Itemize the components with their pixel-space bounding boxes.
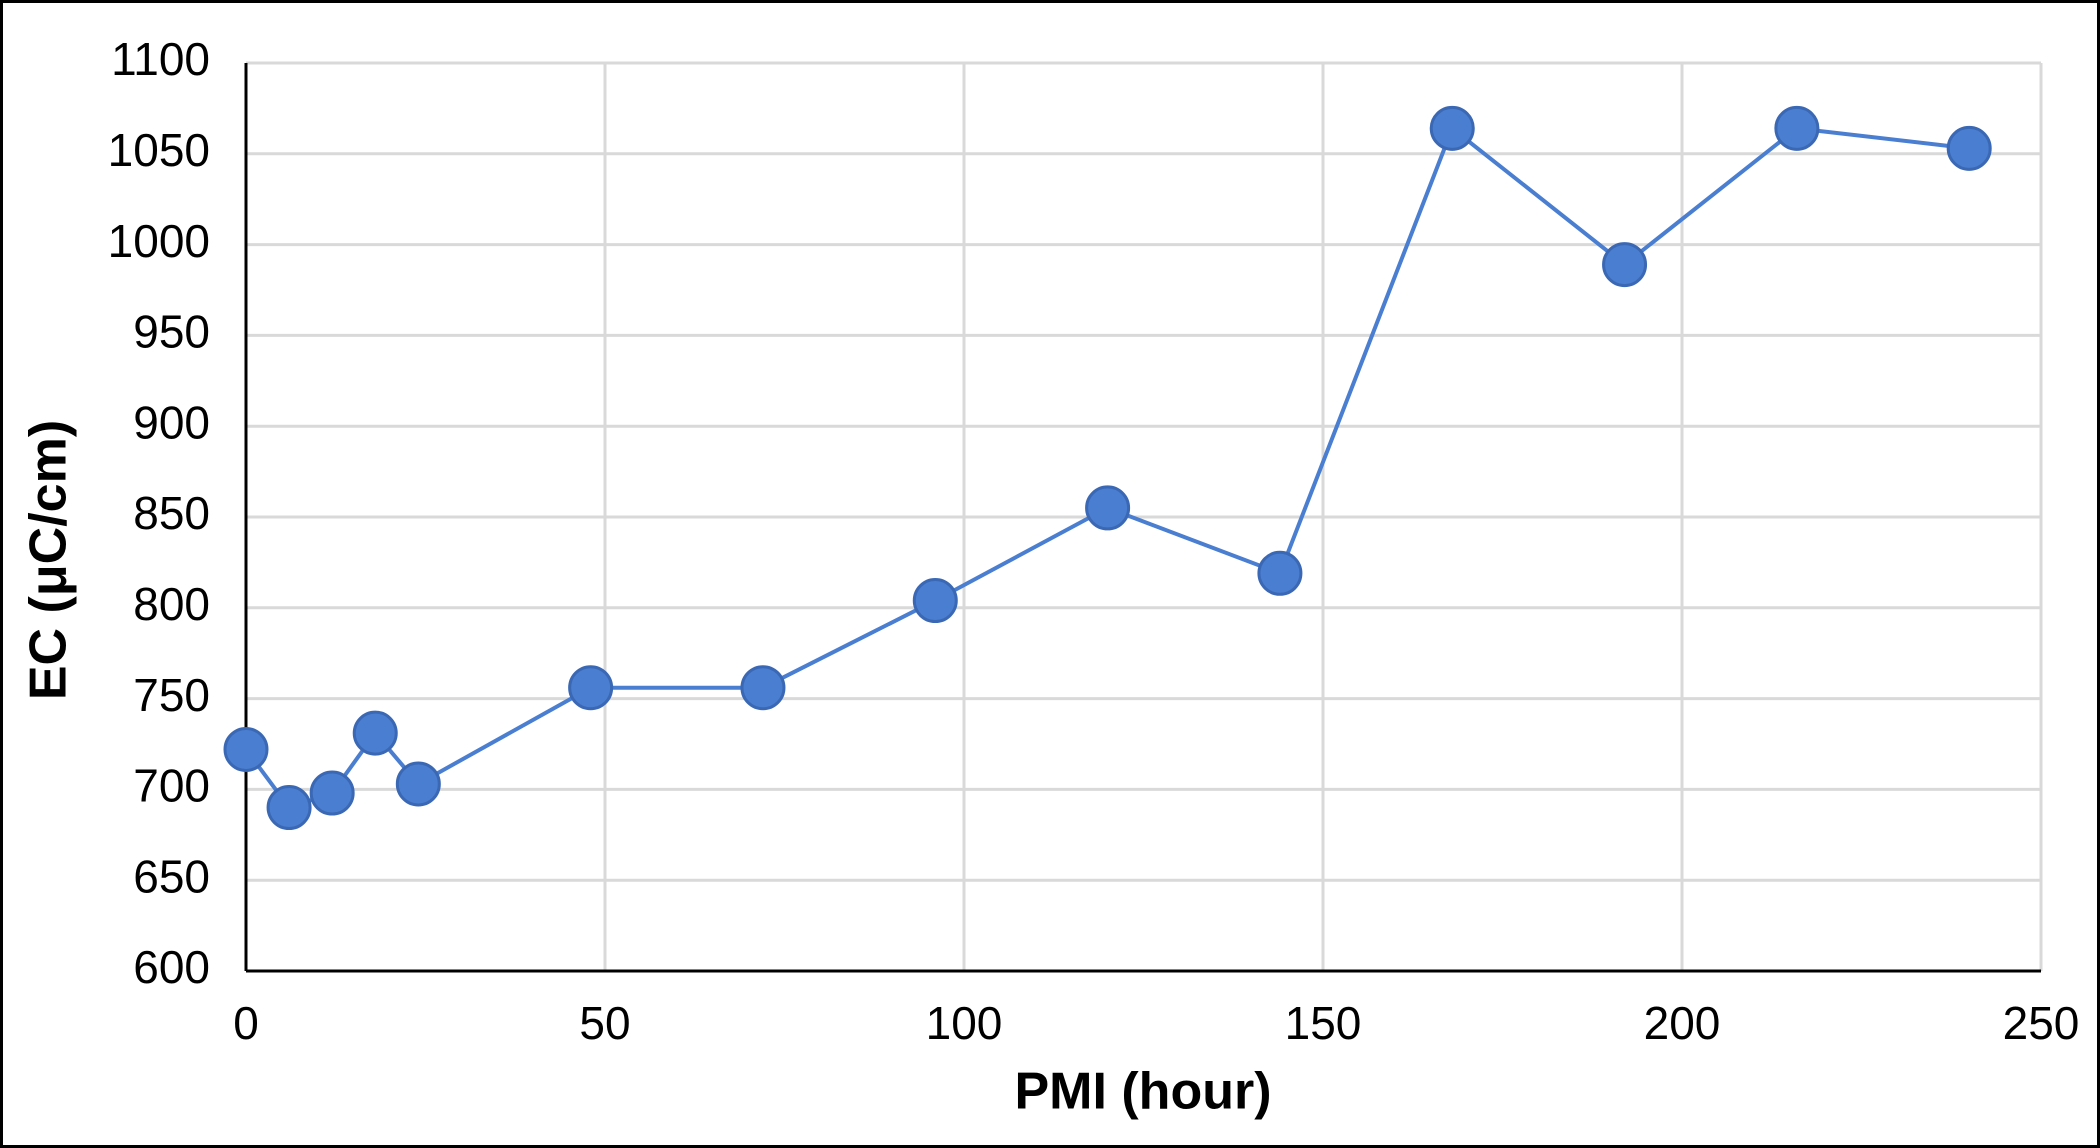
marker xyxy=(1602,242,1648,288)
marker xyxy=(395,761,441,807)
y-tick-label: 650 xyxy=(133,850,210,902)
marker xyxy=(1085,485,1131,531)
y-tick-label: 750 xyxy=(133,669,210,721)
marker xyxy=(1946,125,1992,171)
marker xyxy=(309,770,355,816)
y-tick-label: 1100 xyxy=(111,33,210,85)
marker xyxy=(1429,105,1475,151)
marker xyxy=(223,726,269,772)
y-tick-label: 600 xyxy=(133,941,210,993)
y-tick-label: 800 xyxy=(133,578,210,630)
x-tick-label: 200 xyxy=(1644,997,1721,1049)
marker xyxy=(352,710,398,756)
y-tick-label: 850 xyxy=(133,487,210,539)
x-tick-label: 250 xyxy=(2003,997,2080,1049)
marker xyxy=(1257,550,1303,596)
y-tick-label: 700 xyxy=(133,760,210,812)
marker xyxy=(912,578,958,624)
marker xyxy=(740,665,786,711)
y-axis-title: EC (μC/cm) xyxy=(20,420,78,700)
y-tick-label: 900 xyxy=(133,396,210,448)
marker xyxy=(1774,105,1820,151)
x-tick-label: 0 xyxy=(233,997,259,1049)
y-tick-label: 950 xyxy=(133,306,210,358)
x-axis-title: PMI (hour) xyxy=(1014,1063,1271,1121)
y-tick-label: 1000 xyxy=(108,215,210,267)
y-tick-label: 1050 xyxy=(108,124,210,176)
marker xyxy=(266,785,312,831)
x-tick-label: 50 xyxy=(579,997,630,1049)
marker xyxy=(568,665,614,711)
x-tick-label: 150 xyxy=(1285,997,1362,1049)
x-tick-label: 100 xyxy=(926,997,1003,1049)
